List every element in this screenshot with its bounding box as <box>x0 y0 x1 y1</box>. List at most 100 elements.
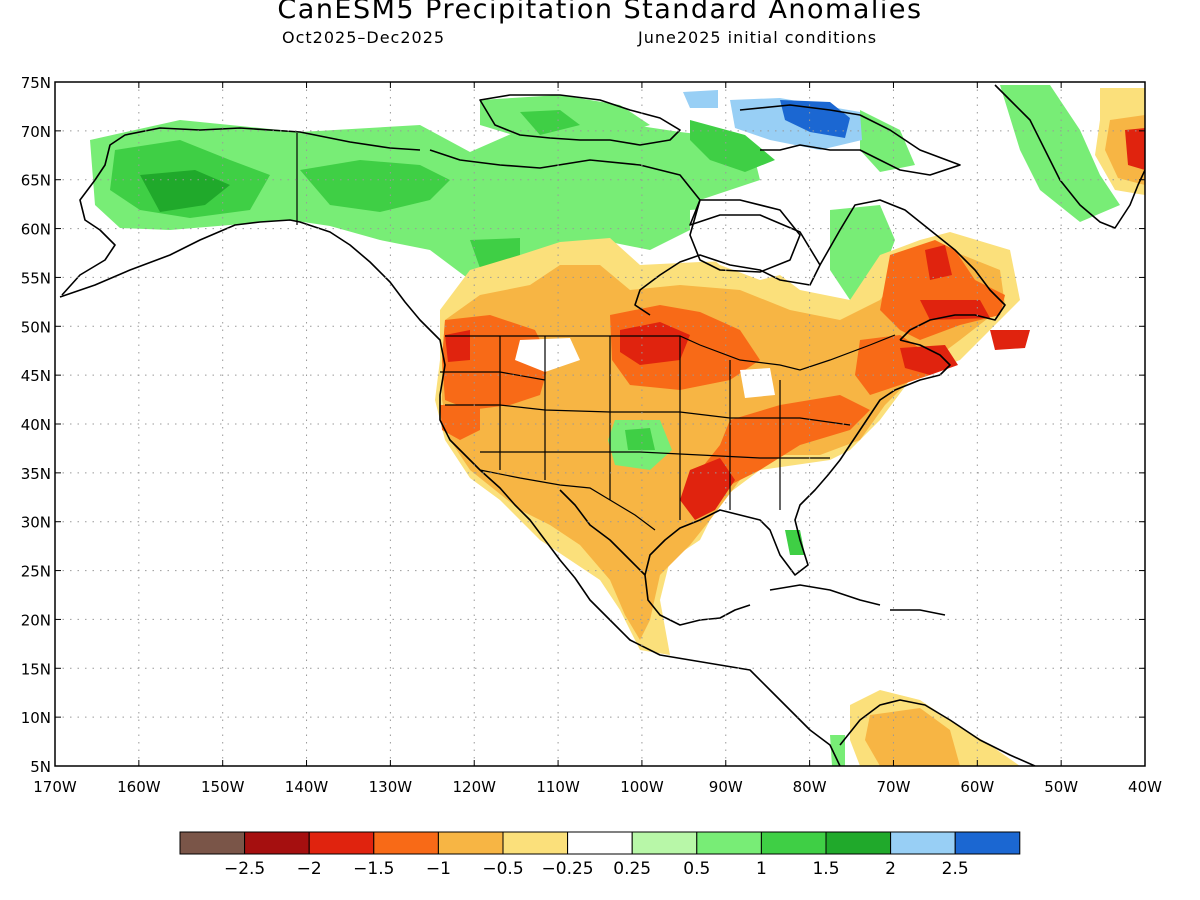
lon-tick-label: 90W <box>709 778 743 796</box>
color-bar-swatch <box>954 831 1021 855</box>
wet-spot-great-lakes <box>740 368 775 398</box>
coast-hudson-bay <box>689 199 801 273</box>
lon-tick-label: 100W <box>620 778 664 796</box>
color-bar-swatch <box>244 831 310 855</box>
dry-region-greenland-inner <box>1125 128 1145 170</box>
coast-labrador <box>819 199 1006 341</box>
coast-caribbean-hispaniola <box>890 609 946 616</box>
wet-spot-oklahoma-core <box>625 428 655 450</box>
color-bar-swatch <box>631 831 698 855</box>
lon-tick-label: 130W <box>369 778 413 796</box>
coast-east-us <box>644 339 951 626</box>
color-bar-swatch <box>567 831 633 855</box>
color-bar-label: −1 <box>426 859 451 879</box>
coast-alaska-west <box>61 179 116 296</box>
color-bar-label: −0.25 <box>542 859 594 879</box>
map-title: CanESM5 Precipitation Standard Anomalies <box>277 0 923 25</box>
color-bar-swatch <box>502 831 569 855</box>
color-bar-swatch <box>760 831 827 855</box>
lon-tick-label: 140W <box>285 778 329 796</box>
wet-region-baffin <box>690 120 775 172</box>
lat-tick-label: 45N <box>21 367 51 385</box>
lon-tick-label: 110W <box>536 778 580 796</box>
lat-tick-label: 30N <box>21 514 51 532</box>
graticule <box>55 82 1145 766</box>
lat-tick-label: 35N <box>21 465 51 483</box>
wet-region-arctic-core <box>520 110 580 135</box>
border-west-3 <box>480 451 830 459</box>
dry-red-newfoundland <box>990 330 1030 350</box>
very-wet-patch-lightblue-2 <box>683 90 718 108</box>
lon-tick-label: 120W <box>452 778 496 796</box>
lat-tick-label: 55N <box>21 269 51 287</box>
wet-spot-montana <box>515 338 580 372</box>
lat-tick-label: 20N <box>21 611 51 629</box>
dry-red-maritimes <box>900 345 958 375</box>
dry-red-labrador-2 <box>920 300 990 320</box>
coast-arctic-canada <box>429 149 821 316</box>
lon-tick-label: 80W <box>793 778 827 796</box>
color-bar-swatch <box>179 831 246 855</box>
color-bar-label: 0.25 <box>613 859 651 879</box>
color-bar: −2.5 −2 −1.5 −1 −0.5 −0.25 0.25 0.5 1 1.5 2 2.5 <box>179 831 1021 879</box>
coast-gulf-mexico <box>559 489 646 576</box>
lon-tick-label: 60W <box>960 778 994 796</box>
wet-region-yukon <box>300 160 450 212</box>
coast-alaska-north <box>94 127 421 181</box>
coast-south-america <box>839 699 1036 766</box>
dry-orange-california <box>440 405 480 440</box>
border-us-canada <box>445 334 896 371</box>
dry-red-labrador <box>925 245 952 280</box>
coast-baffin <box>739 104 961 176</box>
lat-tick-label: 65N <box>21 172 51 190</box>
coastlines <box>59 84 1145 766</box>
lat-tick-label: 60N <box>21 221 51 239</box>
color-bar-swatch <box>437 831 504 855</box>
lat-tick-label: 5N <box>30 758 51 776</box>
color-bar-swatch <box>373 831 439 855</box>
color-bar-swatch <box>825 831 892 855</box>
lon-tick-label: 170W <box>33 778 77 796</box>
color-bar-label: −2.5 <box>224 859 265 879</box>
lat-tick-label: 10N <box>21 709 51 727</box>
border-west-2 <box>445 404 851 426</box>
lat-tick-label: 40N <box>21 416 51 434</box>
lon-tick-label: 70W <box>877 778 911 796</box>
lon-tick-label: 150W <box>201 778 245 796</box>
wet-region-alaska-center <box>140 170 230 212</box>
color-bar-swatch <box>890 831 956 855</box>
color-bar-swatch <box>308 831 375 855</box>
axis-ticks: 75N 70N 65N 60N 55N 50N 45N 40N 35N 30N 25N 20N 15N 1… <box>21 74 1162 796</box>
lon-tick-label: 160W <box>117 778 161 796</box>
lon-tick-label: 40W <box>1128 778 1162 796</box>
color-bar-label: −2 <box>297 859 322 879</box>
very-wet-patch-blue <box>780 100 850 138</box>
initial-conditions: June2025 initial conditions <box>638 28 878 47</box>
dry-region-south-america-core <box>865 708 960 766</box>
color-bar-label: −0.5 <box>482 859 523 879</box>
forecast-period: Oct2025–Dec2025 <box>282 28 446 47</box>
lat-tick-label: 75N <box>21 74 51 92</box>
border-us-mexico <box>479 469 656 531</box>
color-bar-label: 2.5 <box>942 859 969 879</box>
lat-tick-label: 25N <box>21 563 51 581</box>
lat-tick-label: 50N <box>21 318 51 336</box>
anomaly-fields <box>90 85 1145 766</box>
coast-greenland <box>994 84 1145 229</box>
color-bar-label: 1.5 <box>812 859 839 879</box>
state-borders <box>296 133 896 531</box>
coast-arctic-islands <box>479 94 681 146</box>
color-bar-label: 1 <box>756 859 767 879</box>
lon-tick-label: 50W <box>1044 778 1078 796</box>
color-bar-label: −1.5 <box>353 859 394 879</box>
lat-tick-label: 15N <box>21 660 51 678</box>
color-bar-label: 2 <box>885 859 896 879</box>
coast-caribbean-cuba <box>769 584 881 606</box>
lat-tick-label: 70N <box>21 123 51 141</box>
dry-red-mississippi <box>680 458 735 520</box>
color-bar-swatch <box>696 831 762 855</box>
dry-red-plains <box>620 322 690 365</box>
coast-alaska-northwest <box>59 219 841 766</box>
dry-red-pnw <box>445 330 470 362</box>
